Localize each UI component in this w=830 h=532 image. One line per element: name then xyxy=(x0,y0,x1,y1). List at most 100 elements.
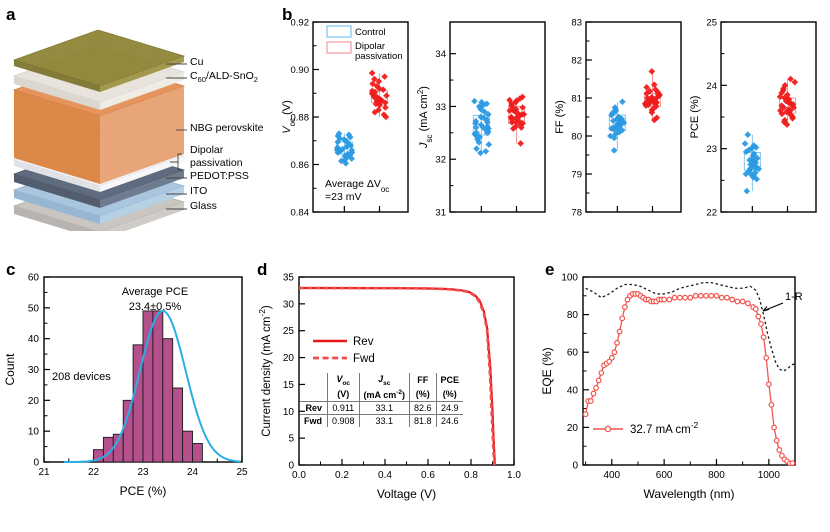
y-tick-label: 81 xyxy=(571,94,582,105)
eqe-marker xyxy=(671,294,678,301)
y-tick-label: 30 xyxy=(283,299,295,310)
data-point-diamond xyxy=(510,107,517,114)
data-point-diamond xyxy=(506,96,513,104)
plot-frame-eqe xyxy=(582,276,796,466)
eqe-marker xyxy=(773,437,780,444)
data-point-diamond xyxy=(608,125,615,132)
y-tick-label: 0 xyxy=(33,458,39,469)
eqe-marker xyxy=(763,354,770,361)
legend-swatch-control[interactable] xyxy=(326,25,352,38)
x-tick-label: 0.0 xyxy=(292,470,306,481)
data-point-diamond xyxy=(472,124,480,131)
data-point-diamond xyxy=(751,159,758,166)
data-point-diamond xyxy=(751,169,759,177)
jv-unit-ff: (%) xyxy=(408,387,437,402)
data-point-diamond xyxy=(373,82,381,90)
jv-cell-fwd-pce: 24.6 xyxy=(435,413,464,427)
data-point-diamond xyxy=(619,98,626,106)
data-point-diamond xyxy=(473,145,480,152)
jv-table-row-fwd: Fwd 0.908 33.1 81.8 24.6 xyxy=(300,413,464,427)
voc-delta-annotation: Average ΔVoc=23 mV xyxy=(325,178,389,203)
histogram-bar xyxy=(192,443,203,463)
eqe-marker xyxy=(697,292,704,299)
y-tick-label: 25 xyxy=(706,18,717,29)
eqe-marker xyxy=(587,398,594,404)
data-point-diamond xyxy=(517,121,525,129)
y-tick-label: 0.84 xyxy=(291,208,310,219)
stack-label-nbg-perovskite: NBG perovskite xyxy=(190,122,264,134)
eqe-marker xyxy=(619,315,626,322)
data-point-diamond xyxy=(344,142,352,149)
device-count-label: 208 devices xyxy=(52,371,111,383)
stack-label-glass: Glass xyxy=(190,200,217,212)
y-tick-label: 80 xyxy=(567,310,579,321)
data-point-diamond xyxy=(746,165,754,173)
x-tick-label: 23 xyxy=(137,467,149,478)
stack-label-c60-ald-sno2: C60/ALD-SnO2 xyxy=(190,70,258,85)
y-tick-label: 0.86 xyxy=(291,160,310,171)
data-point-diamond xyxy=(747,170,754,178)
data-point-diamond xyxy=(339,145,346,153)
data-point-diamond xyxy=(745,146,753,154)
data-point-diamond xyxy=(784,91,791,99)
data-point-diamond xyxy=(746,156,753,164)
data-point-diamond xyxy=(653,94,660,102)
x-tick-label: 400 xyxy=(603,470,620,481)
x-tick-label: 1000 xyxy=(758,470,781,481)
data-point-diamond xyxy=(475,103,483,110)
eqe-marker xyxy=(606,358,613,365)
reflectance-curve xyxy=(585,281,796,372)
x-tick-label: 22 xyxy=(88,467,100,478)
data-point-diamond xyxy=(743,187,751,195)
ylabel-ff: FF (%) xyxy=(554,100,566,134)
data-point-diamond xyxy=(376,95,384,103)
x-tick-label: 0.2 xyxy=(335,470,349,481)
y-tick-label: 34 xyxy=(435,49,446,60)
data-point-diamond xyxy=(780,104,788,111)
data-point-diamond xyxy=(791,78,799,86)
data-point-diamond xyxy=(653,114,661,122)
eqe-marker xyxy=(771,424,777,431)
eqe-marker xyxy=(760,334,767,341)
legend-swatch-passivation[interactable] xyxy=(326,41,352,54)
y-tick-label: 10 xyxy=(28,427,40,438)
data-point-diamond xyxy=(611,104,619,111)
panel-d-jv-curve: d 0 5 10 15 20 25 30 35 0.0 0.2 0.4 0.6 0.8 1.0 Rev Fwd… xyxy=(255,255,540,527)
data-point-diamond xyxy=(787,75,794,83)
legend-label-passivation-1: Dipolar xyxy=(355,41,385,52)
gaussian-fit-curve xyxy=(63,309,241,463)
data-point-diamond xyxy=(610,147,618,154)
data-point-diamond xyxy=(371,75,378,83)
panel-a-letter: a xyxy=(6,5,16,24)
data-point-diamond xyxy=(477,149,484,157)
eqe-marker xyxy=(744,300,751,307)
y-tick-label: 82 xyxy=(571,56,582,67)
data-point-diamond xyxy=(781,116,789,124)
y-tick-label: 0 xyxy=(572,461,578,472)
device-stack-illustration xyxy=(12,29,187,231)
data-point-diamond xyxy=(483,129,491,137)
y-tick-label: 100 xyxy=(561,273,578,284)
legend-label-fwd: Fwd xyxy=(353,353,375,365)
data-point-diamond xyxy=(480,114,488,122)
panel-d-letter: d xyxy=(257,260,268,279)
histogram-bar xyxy=(152,310,164,463)
y-tick-label: 20 xyxy=(28,396,40,407)
jv-table-corner xyxy=(300,373,328,388)
stack-leader-lines xyxy=(166,63,187,210)
data-point-diamond xyxy=(607,132,614,140)
data-point-diamond xyxy=(477,121,485,129)
jv-header-pce: PCE xyxy=(435,373,464,388)
eqe-marker xyxy=(768,401,775,408)
jv-cell-fwd-ff: 81.8 xyxy=(408,413,437,427)
data-point-diamond xyxy=(742,148,750,156)
panel-b-letter: b xyxy=(282,5,293,24)
data-point-diamond xyxy=(646,87,654,95)
y-tick-label: 0.88 xyxy=(291,113,310,124)
avg-pce-value: 23.4±0.5% xyxy=(129,301,182,313)
eqe-marker xyxy=(621,304,628,310)
panel-c-letter: c xyxy=(6,260,16,279)
jv-header-voc: Voc xyxy=(327,373,360,388)
data-point-diamond xyxy=(647,96,655,104)
panel-b-scatter-charts: 0.84 0.86 0.88 0.90 0.92 31 32 33 34 78 79 80 81 82 83… xyxy=(281,18,817,219)
